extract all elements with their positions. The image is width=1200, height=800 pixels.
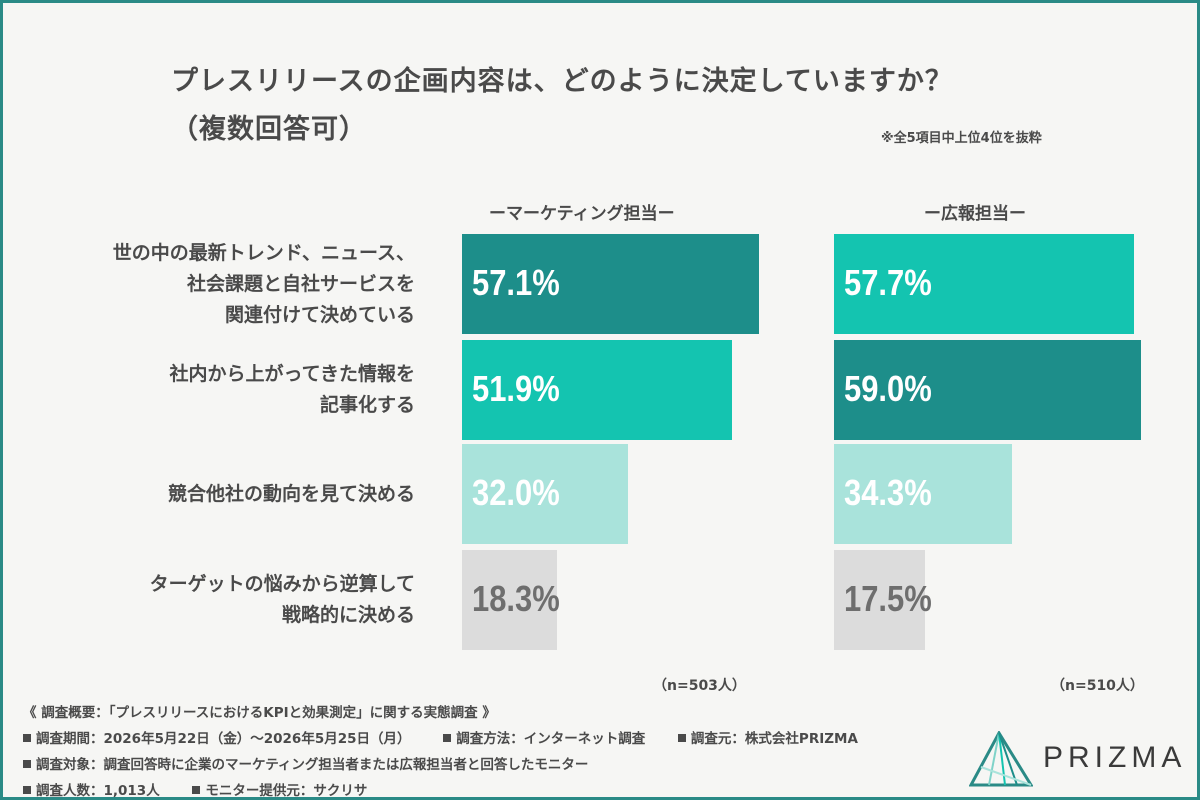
extract-note: ※全5項目中上位4位を抜粋 (881, 131, 1042, 146)
bar-1-1 (834, 340, 1141, 440)
prizma-logo-text: PRIZMA (1043, 741, 1187, 774)
chart-title: プレスリリースの企画内容は、どのように決定していますか？ (171, 66, 953, 97)
category-label-0: 世の中の最新トレンド、ニュース、社会課題と自社サービスを関連付けて決めている (23, 238, 415, 331)
category-label-line: ターゲットの悩みから逆算して (149, 573, 415, 595)
chart-subtitle: （複数回答可） (171, 114, 367, 145)
data-label-0-1: 51.9% (472, 368, 560, 409)
bullet-square-icon (443, 734, 452, 742)
category-label-line: 記事化する (319, 394, 415, 416)
bar-0-2 (462, 444, 629, 544)
bar-1-0 (834, 234, 1135, 334)
bullet-square-icon (23, 786, 31, 794)
category-label-line: 社会課題と自社サービスを (186, 272, 415, 295)
data-label-1-2: 34.3% (844, 472, 932, 513)
category-label-2: 競合他社の動向を見て決める (23, 479, 415, 510)
monitor-provider: モニター提供元：サクリサ (205, 783, 368, 799)
survey-info-row-3: 調査人数：1,013人 モニター提供元：サクリサ (23, 779, 367, 799)
category-label-line: 戦略的に決める (281, 604, 415, 626)
prism-logo-icon (969, 731, 1033, 787)
data-label-0-2: 32.0% (472, 472, 560, 513)
survey-count: 調査人数：1,013人 (36, 783, 160, 799)
survey-overview-heading: 《 調査概要：「プレスリリースにおけるKPIと効果測定」に関する実態調査 》 (23, 705, 496, 721)
data-label-0-0: 57.1% (472, 262, 560, 303)
category-label-3: ターゲットの悩みから逆算して戦略的に決める (23, 569, 415, 631)
bullet-square-icon (677, 734, 686, 742)
data-label-1-0: 57.7% (844, 262, 932, 303)
survey-period: 調査期間：2026年5月22日（金）〜2026年5月25日（月） (36, 731, 411, 747)
sample-size-label-1: （n=510人） (1051, 678, 1144, 694)
category-label-1: 社内から上がってきた情報を記事化する (23, 359, 415, 421)
category-label-line: 社内から上がってきた情報を (169, 363, 415, 385)
survey-info-row-2: 調査対象：調査回答時に企業のマーケティング担当者または広報担当者と回答したモニタ… (23, 753, 588, 773)
category-label-line: 競合他社の動向を見て決める (167, 482, 415, 505)
bar-0-3 (462, 550, 558, 650)
category-label-line: 世の中の最新トレンド、ニュース、 (112, 241, 415, 264)
data-label-1-1: 59.0% (844, 368, 932, 409)
survey-source: 調査元：株式会社PRIZMA (690, 731, 858, 747)
data-label-0-3: 18.3% (472, 578, 560, 619)
series-label-1: ー広報担当ー (924, 204, 1026, 224)
survey-target: 調査対象：調査回答時に企業のマーケティング担当者または広報担当者と回答したモニタ… (36, 757, 589, 773)
data-label-1-3: 17.5% (844, 578, 932, 619)
bullet-square-icon (192, 786, 201, 794)
sample-size-label-0: （n=503人） (653, 678, 746, 694)
survey-method: 調査方法：インターネット調査 (456, 731, 646, 747)
bar-0-1 (462, 340, 732, 440)
bullet-square-icon (23, 734, 31, 742)
category-label-line: 関連付けて決めている (224, 303, 415, 326)
bullet-square-icon (23, 760, 31, 768)
survey-info-row-1: 調査期間：2026年5月22日（金）〜2026年5月25日（月） 調査方法：イン… (23, 727, 858, 747)
bar-1-3 (834, 550, 926, 650)
bar-0-0 (462, 234, 759, 334)
bar-1-2 (834, 444, 1013, 544)
series-label-0: ーマーケティング担当ー (489, 204, 675, 224)
